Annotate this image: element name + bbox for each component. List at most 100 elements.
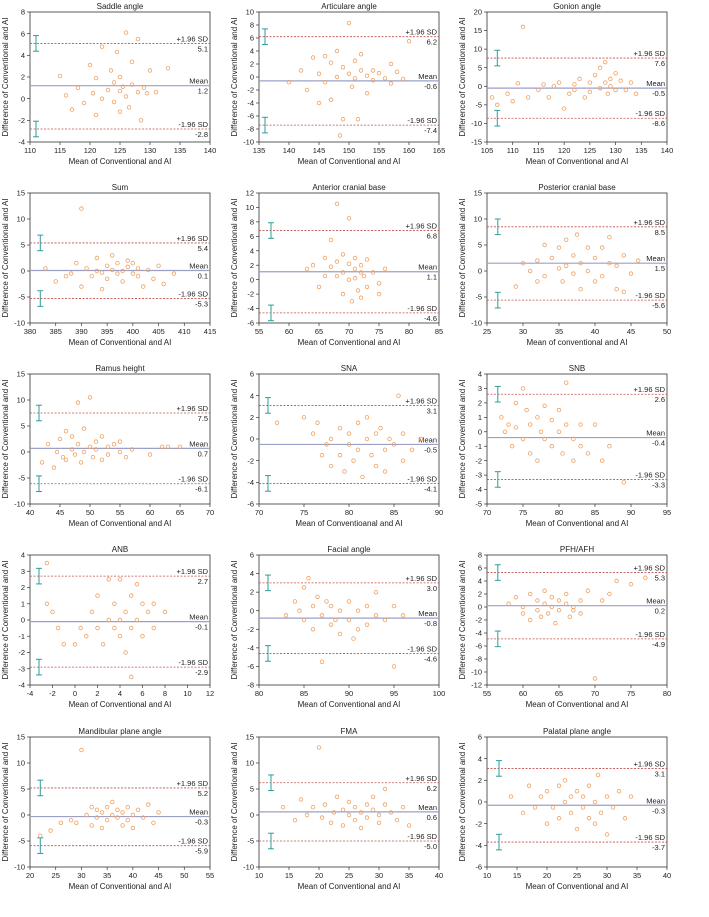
data-point <box>595 772 601 778</box>
data-point <box>346 599 352 604</box>
data-point <box>358 263 364 268</box>
x-tick-label: 90 <box>435 508 443 517</box>
lower-loa-value: -4.1 <box>424 484 437 493</box>
data-point <box>608 76 613 82</box>
y-tick-label: -1 <box>475 442 482 451</box>
data-point <box>110 253 115 258</box>
data-point <box>99 825 105 831</box>
upper-loa-value: 3.1 <box>655 769 665 778</box>
x-tick-label: 395 <box>101 327 114 336</box>
lower-loa-label: -1.96 SD <box>178 658 208 667</box>
data-point <box>63 457 69 462</box>
y-tick-label: 10 <box>246 8 254 17</box>
x-tick-label: 70 <box>255 508 263 517</box>
data-point <box>364 622 370 627</box>
upper-loa-label: +1.96 SD <box>634 385 666 394</box>
chart-title: Facial angle <box>327 545 371 554</box>
data-point <box>316 71 322 76</box>
lower-loa-value: -6.1 <box>195 485 208 494</box>
chart-title: Articulare angle <box>321 2 377 11</box>
data-point <box>171 271 177 276</box>
x-tick-label: 410 <box>178 327 191 336</box>
x-tick-label: 165 <box>433 146 446 155</box>
y-tick-label: 0 <box>250 811 254 820</box>
lower-loa-label: -1.96 SD <box>407 832 437 841</box>
data-point <box>123 650 128 655</box>
mean-label: Mean <box>418 435 437 444</box>
data-point <box>301 585 307 590</box>
y-tick-label: 3 <box>21 567 25 576</box>
data-point <box>406 823 412 828</box>
data-point <box>598 810 604 816</box>
y-tick-label: 5 <box>21 241 25 250</box>
x-tick-label: 115 <box>54 146 66 155</box>
x-tick-label: 75 <box>627 689 635 698</box>
chart-panel-9: SNB 70 75 80 85 90 95 -5 -4 -3 -2 -1 0 1 2 3 4 Mean of Co… <box>458 364 671 528</box>
x-tick-label: 70 <box>483 508 491 517</box>
data-point <box>560 451 565 456</box>
mean-label: Mean <box>189 77 208 86</box>
mean-label: Mean <box>646 796 665 805</box>
data-point <box>382 802 388 807</box>
x-tick-label: 0 <box>73 689 77 698</box>
data-point <box>394 817 400 823</box>
lower-loa-label: -1.96 SD <box>178 475 208 484</box>
data-point <box>549 418 554 423</box>
upper-loa-value: 2.7 <box>198 577 208 586</box>
data-point <box>388 810 394 815</box>
y-tick-label: -4 <box>247 478 254 487</box>
y-axis-label: Difference of Conventional and AI <box>230 198 239 317</box>
mean-value: -0.6 <box>424 82 437 91</box>
data-point <box>87 395 93 400</box>
y-tick-label: 0 <box>250 435 254 444</box>
data-point <box>489 95 495 100</box>
data-point <box>563 591 569 597</box>
mean-value: 0.1 <box>198 271 208 280</box>
y-tick-label: -10 <box>14 500 25 509</box>
data-point <box>604 794 610 799</box>
data-point <box>608 84 613 89</box>
y-tick-label: -10 <box>243 138 254 147</box>
x-tick-label: 65 <box>555 689 563 698</box>
y-tick-label: 0 <box>21 94 25 103</box>
data-point <box>378 425 383 431</box>
data-point <box>104 817 110 823</box>
data-point <box>68 271 74 276</box>
x-tick-label: 50 <box>663 327 671 336</box>
data-point <box>129 625 134 631</box>
x-tick-label: 85 <box>390 508 398 517</box>
data-point <box>153 89 159 95</box>
data-point <box>535 458 540 463</box>
y-tick-label: 8 <box>21 8 25 17</box>
data-point <box>310 627 316 632</box>
data-point <box>340 807 346 812</box>
y-tick-label: 12 <box>246 189 254 198</box>
upper-loa-label: +1.96 SD <box>634 564 666 573</box>
data-point <box>352 266 358 272</box>
lower-loa-value: -4.6 <box>424 314 437 323</box>
y-tick-label: 6 <box>478 564 482 573</box>
x-tick-label: 70 <box>206 508 214 517</box>
data-point <box>513 284 518 289</box>
x-tick-label: 90 <box>345 689 353 698</box>
data-point <box>120 810 125 815</box>
x-tick-label: 55 <box>255 327 263 336</box>
data-point <box>301 415 307 420</box>
data-point <box>340 117 346 122</box>
lower-loa-value: -3.3 <box>652 480 665 489</box>
data-point <box>376 70 382 76</box>
y-tick-label: 3 <box>478 384 482 393</box>
chart-panel-1: Saddle angle 110 115 120 125 130 135 140 -4 -2 0 2 4… <box>1 2 216 166</box>
data-point <box>95 593 100 598</box>
y-tick-label: -4 <box>247 643 254 652</box>
data-point <box>382 266 388 272</box>
lower-loa-label: -1.96 SD <box>635 291 665 300</box>
x-tick-label: 60 <box>519 689 527 698</box>
data-point <box>355 627 361 632</box>
data-point <box>352 255 358 261</box>
data-point <box>115 260 120 266</box>
data-point <box>322 54 328 59</box>
data-point <box>364 257 370 262</box>
data-point <box>111 99 117 105</box>
